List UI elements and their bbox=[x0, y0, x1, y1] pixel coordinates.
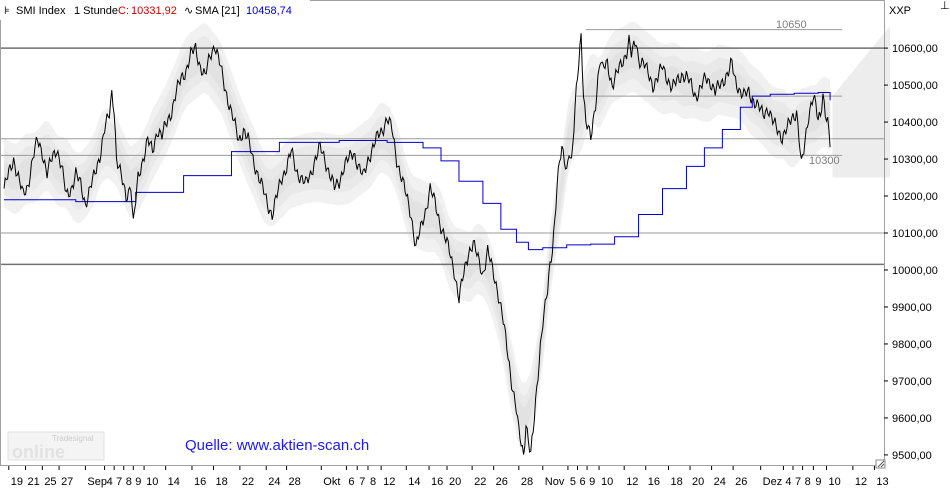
x-tick-label: Sep bbox=[87, 476, 107, 488]
x-tick-label: Okt bbox=[323, 476, 340, 488]
y-tick-label: 9600,00 bbox=[892, 413, 932, 425]
y-tick-label: 10100,00 bbox=[892, 228, 938, 240]
tradesignal-logo: Tradesignal online bbox=[7, 431, 105, 462]
x-tick-label: 16 bbox=[648, 476, 660, 488]
x-tick-label: 16 bbox=[431, 476, 443, 488]
x-tick-label: 25 bbox=[44, 476, 56, 488]
price-line bbox=[3, 33, 831, 455]
logo-brand: Tradesignal bbox=[52, 434, 94, 443]
y-tick-label: 10500,00 bbox=[892, 80, 938, 92]
interval-label: 1 Stunde bbox=[74, 5, 118, 17]
x-tick-label: 28 bbox=[289, 476, 301, 488]
x-tick-label: 13 bbox=[876, 476, 888, 488]
x-tick-label: 18 bbox=[216, 476, 228, 488]
x-tick-label: Nov bbox=[545, 476, 565, 488]
sma-label: SMA [21] bbox=[195, 5, 240, 17]
pin-icon: ⊧ bbox=[4, 5, 10, 17]
resize-grip-icon[interactable] bbox=[875, 459, 886, 469]
logo-main: online bbox=[12, 442, 65, 462]
x-tick-label: 26 bbox=[496, 476, 508, 488]
x-tick-label: 8 bbox=[370, 476, 376, 488]
y-tick-label: 10300,00 bbox=[892, 154, 938, 166]
x-tick-label: 9 bbox=[135, 476, 141, 488]
sma-value: 10458,74 bbox=[246, 5, 292, 17]
x-tick-label: 9 bbox=[589, 476, 595, 488]
y-axis: 10600,00 10500,00 10400,00 10300,00 10200,00… bbox=[884, 43, 938, 462]
projection-wedge bbox=[832, 25, 890, 178]
x-tick-label: 27 bbox=[61, 476, 73, 488]
source-caption: Quelle: www.aktien-scan.ch bbox=[185, 437, 369, 454]
x-tick-label: 7 bbox=[116, 476, 122, 488]
y-tick-label: 10000,00 bbox=[892, 265, 938, 277]
band-1 bbox=[4, 34, 831, 441]
x-tick-label: 14 bbox=[168, 476, 180, 488]
x-tick-label: 26 bbox=[735, 476, 747, 488]
x-tick-label: 12 bbox=[383, 476, 395, 488]
close-prefix: C: bbox=[118, 5, 129, 17]
x-axis: 19 21 25 27 Sep 4 7 8 9 10 14 16 18 22 24 28 Okt 6 7 8 12 14 1… bbox=[8, 466, 889, 488]
x-tick-label: 20 bbox=[692, 476, 704, 488]
x-tick-label: 12 bbox=[626, 476, 638, 488]
scale-pin-icon[interactable]: ⊥ bbox=[940, 0, 950, 12]
price-layer bbox=[3, 33, 831, 455]
x-tick-label: 24 bbox=[714, 476, 726, 488]
y-tick-label: 10600,00 bbox=[892, 43, 938, 55]
currency-label: XXP bbox=[889, 5, 911, 17]
x-tick-label: 6 bbox=[348, 476, 354, 488]
y-tick-label: 10400,00 bbox=[892, 117, 938, 129]
x-tick-label: 19 bbox=[11, 476, 23, 488]
x-tick-label: 24 bbox=[268, 476, 280, 488]
x-tick-label: 10 bbox=[146, 476, 158, 488]
chart-header: ⊧ SMI Index 1 Stunde C: 10331,92 ∿ SMA [… bbox=[4, 5, 292, 17]
level-label-low: 10300 bbox=[809, 155, 840, 167]
x-tick-label: 9 bbox=[815, 476, 821, 488]
x-tick-label: 10 bbox=[829, 476, 841, 488]
x-tick-label: 20 bbox=[449, 476, 461, 488]
band-2 bbox=[4, 45, 831, 430]
x-tick-label: 28 bbox=[521, 476, 533, 488]
x-tick-label: 18 bbox=[670, 476, 682, 488]
x-tick-label: 21 bbox=[28, 476, 40, 488]
x-tick-label: 4 bbox=[107, 476, 113, 488]
x-tick-label: 12 bbox=[855, 476, 867, 488]
x-tick-label: Dez bbox=[763, 476, 783, 488]
y-tick-label: 9500,00 bbox=[892, 450, 932, 462]
x-tick-label: 22 bbox=[242, 476, 254, 488]
y-tick-label: 10200,00 bbox=[892, 191, 938, 203]
x-tick-label: 10 bbox=[601, 476, 613, 488]
x-tick-label: 16 bbox=[194, 476, 206, 488]
level-label-high: 10650 bbox=[776, 19, 807, 31]
y-tick-label: 9700,00 bbox=[892, 376, 932, 388]
sma-line bbox=[4, 91, 831, 251]
x-tick-label: 6 bbox=[579, 476, 585, 488]
x-tick-label: 7 bbox=[795, 476, 801, 488]
x-tick-label: 14 bbox=[408, 476, 420, 488]
x-tick-label: 5 bbox=[570, 476, 576, 488]
x-tick-label: 22 bbox=[474, 476, 486, 488]
x-tick-label: 8 bbox=[126, 476, 132, 488]
y-tick-label: 9900,00 bbox=[892, 302, 932, 314]
x-tick-label: 4 bbox=[785, 476, 791, 488]
symbol-label: SMI Index bbox=[16, 5, 66, 17]
sma-layer bbox=[4, 91, 831, 251]
close-value: 10331,92 bbox=[131, 5, 177, 17]
y-tick-label: 9800,00 bbox=[892, 339, 932, 351]
x-tick-label: 7 bbox=[359, 476, 365, 488]
x-tick-label: 8 bbox=[805, 476, 811, 488]
sma-icon: ∿ bbox=[184, 5, 193, 17]
